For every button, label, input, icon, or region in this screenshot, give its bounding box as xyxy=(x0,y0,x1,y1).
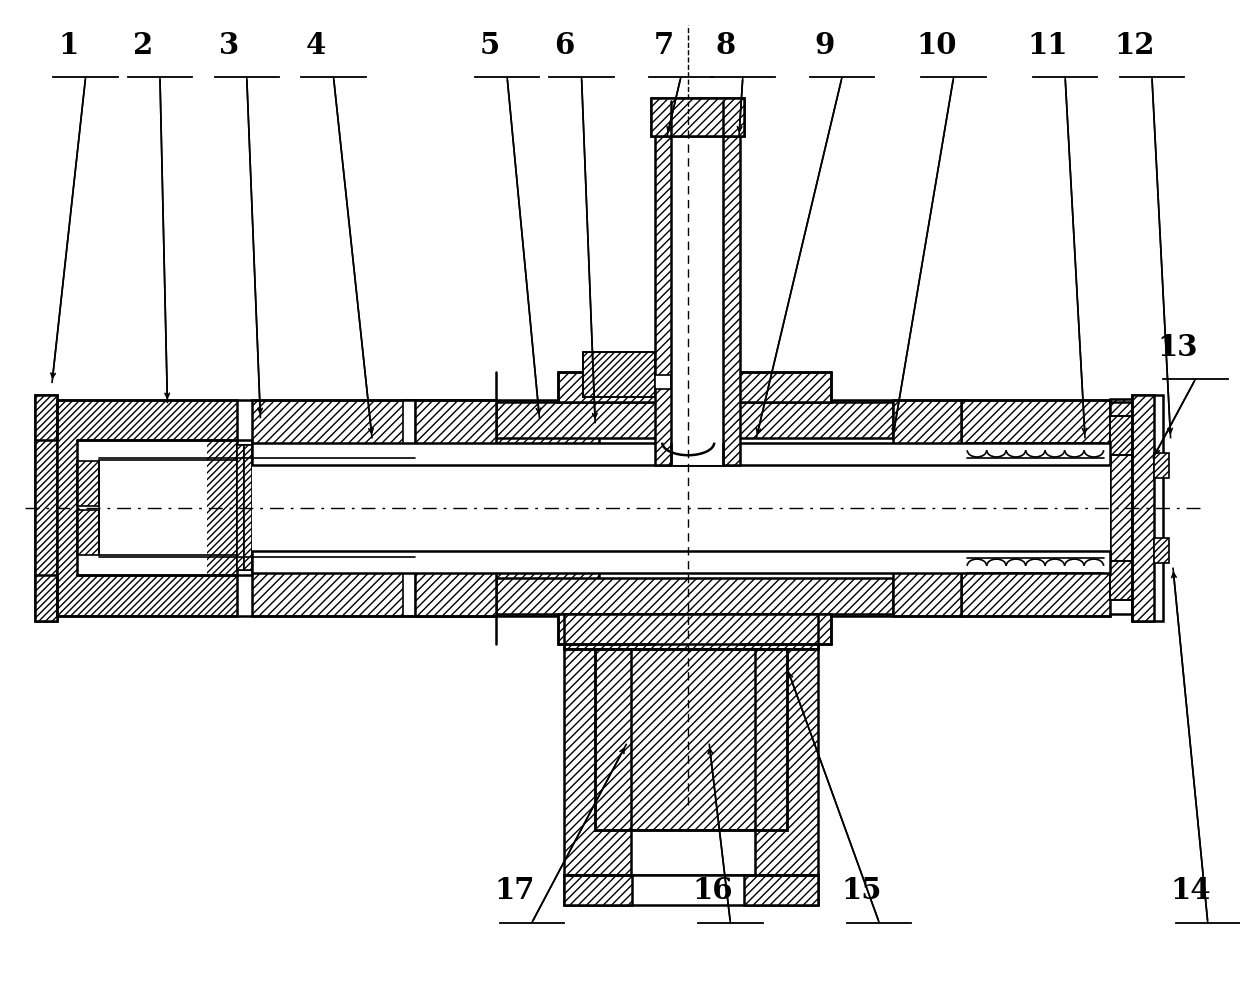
Bar xyxy=(564,649,632,875)
Bar xyxy=(651,98,744,136)
Bar xyxy=(415,400,496,458)
Bar xyxy=(244,445,252,570)
Bar xyxy=(564,875,818,905)
Bar xyxy=(961,400,1110,458)
Bar xyxy=(564,875,632,905)
Bar xyxy=(893,400,961,458)
Bar xyxy=(583,352,655,397)
Text: 16: 16 xyxy=(693,876,733,904)
Bar xyxy=(1154,453,1169,478)
Bar xyxy=(237,445,252,570)
Text: 7: 7 xyxy=(653,31,673,59)
Bar xyxy=(655,375,671,389)
Bar xyxy=(583,352,655,397)
Text: 17: 17 xyxy=(495,876,534,904)
Text: 10: 10 xyxy=(916,31,956,59)
Bar xyxy=(631,830,755,875)
Bar xyxy=(1110,561,1132,600)
Bar xyxy=(1110,561,1132,600)
Bar xyxy=(77,510,99,555)
Bar xyxy=(252,540,413,558)
Bar xyxy=(57,400,237,616)
Bar xyxy=(77,440,207,575)
Bar xyxy=(1154,538,1169,563)
Text: 2: 2 xyxy=(133,31,153,59)
Bar xyxy=(1110,399,1132,575)
Bar xyxy=(415,558,496,616)
Bar xyxy=(252,558,599,616)
Text: 12: 12 xyxy=(1115,31,1154,59)
Text: 8: 8 xyxy=(715,31,735,59)
Text: 6: 6 xyxy=(554,31,574,59)
Bar xyxy=(671,101,723,465)
Bar xyxy=(1132,395,1163,621)
Text: 9: 9 xyxy=(815,31,835,59)
Text: 14: 14 xyxy=(1171,876,1210,904)
Bar xyxy=(403,540,415,616)
Bar xyxy=(558,372,831,402)
Bar xyxy=(496,578,893,614)
Bar xyxy=(35,395,57,621)
Text: 15: 15 xyxy=(842,876,882,904)
Bar xyxy=(632,649,744,875)
Bar xyxy=(1110,416,1132,455)
Bar xyxy=(252,443,1110,465)
Bar xyxy=(595,649,787,830)
Text: 4: 4 xyxy=(306,31,326,59)
Text: 1: 1 xyxy=(58,31,78,59)
Bar xyxy=(1132,395,1154,621)
Bar xyxy=(744,875,818,905)
Bar xyxy=(595,649,787,830)
Bar xyxy=(655,101,740,465)
Bar xyxy=(496,402,893,438)
Bar xyxy=(893,558,961,616)
Bar xyxy=(651,98,744,136)
Bar xyxy=(403,400,415,476)
Bar xyxy=(252,443,1110,573)
Bar xyxy=(961,558,1110,616)
Bar xyxy=(77,461,99,506)
Text: 5: 5 xyxy=(480,31,500,59)
Bar xyxy=(252,458,413,476)
Bar xyxy=(564,614,818,649)
Bar xyxy=(631,649,755,830)
Bar xyxy=(35,395,57,621)
Bar xyxy=(558,614,831,644)
Bar xyxy=(252,551,1110,573)
Text: 13: 13 xyxy=(1158,333,1198,361)
Bar xyxy=(252,400,599,458)
Bar xyxy=(1110,416,1132,455)
Text: 11: 11 xyxy=(1028,31,1068,59)
Text: 3: 3 xyxy=(219,31,239,59)
Bar xyxy=(237,445,244,570)
Bar xyxy=(744,649,818,875)
